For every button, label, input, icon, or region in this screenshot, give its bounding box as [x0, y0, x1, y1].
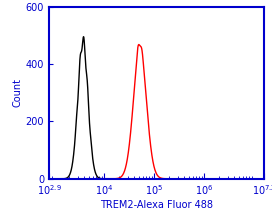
X-axis label: TREM2-Alexa Fluor 488: TREM2-Alexa Fluor 488 [100, 200, 213, 210]
Y-axis label: Count: Count [13, 78, 23, 107]
